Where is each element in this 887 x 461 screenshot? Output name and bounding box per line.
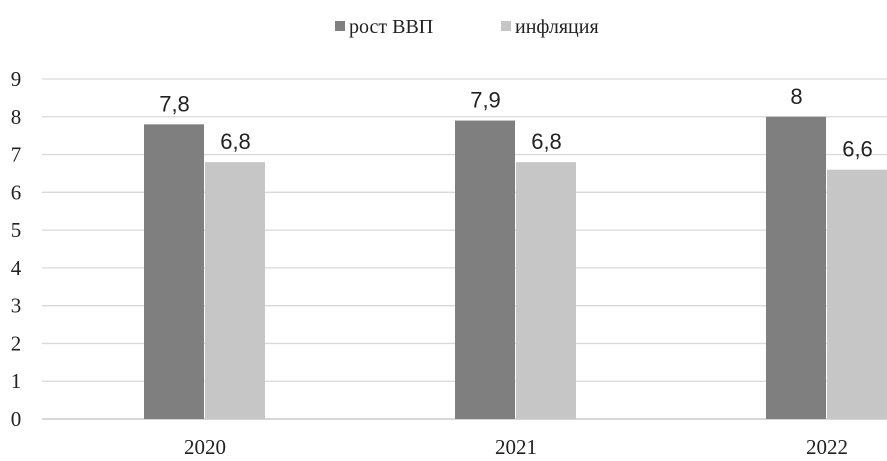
y-axis-ticks: 0 1 2 3 4 5 6 7 8 9 bbox=[11, 67, 22, 431]
data-label: 6,8 bbox=[531, 129, 562, 154]
data-labels: 7,8 6,8 7,9 6,8 8 6,6 bbox=[159, 84, 873, 162]
y-tick-label: 6 bbox=[11, 180, 22, 204]
bar-2022-series-1 bbox=[827, 169, 887, 419]
legend: рост ВВП инфляция bbox=[335, 16, 599, 38]
x-tick-label: 2022 bbox=[806, 435, 848, 459]
y-tick-label: 7 bbox=[11, 143, 22, 167]
y-tick-label: 4 bbox=[11, 256, 22, 280]
bar-2021-series-1 bbox=[516, 162, 576, 419]
data-label: 6,8 bbox=[220, 129, 251, 154]
y-tick-label: 0 bbox=[11, 407, 22, 431]
y-tick-label: 5 bbox=[11, 218, 22, 242]
y-tick-label: 2 bbox=[11, 331, 22, 355]
legend-swatch bbox=[335, 21, 345, 31]
data-label: 7,8 bbox=[159, 91, 190, 116]
data-label: 8 bbox=[790, 84, 802, 109]
data-label: 6,6 bbox=[842, 137, 873, 162]
bars bbox=[144, 116, 887, 420]
legend-label: инфляция bbox=[515, 16, 599, 38]
y-tick-label: 3 bbox=[11, 294, 22, 318]
y-tick-label: 1 bbox=[11, 369, 22, 393]
bar-2022-series-0 bbox=[766, 116, 826, 420]
legend-swatch bbox=[501, 21, 511, 31]
bar-2020-series-1 bbox=[205, 162, 265, 419]
x-tick-label: 2020 bbox=[184, 435, 226, 459]
y-tick-label: 8 bbox=[11, 105, 22, 129]
data-label: 7,9 bbox=[470, 88, 501, 113]
y-tick-label: 9 bbox=[11, 67, 22, 91]
legend-label: рост ВВП bbox=[349, 16, 433, 38]
x-axis-ticks: 2020 2021 2022 bbox=[184, 435, 848, 459]
x-tick-label: 2021 bbox=[495, 435, 537, 459]
bar-2020-series-0 bbox=[144, 124, 204, 419]
bar-2021-series-0 bbox=[455, 120, 515, 420]
